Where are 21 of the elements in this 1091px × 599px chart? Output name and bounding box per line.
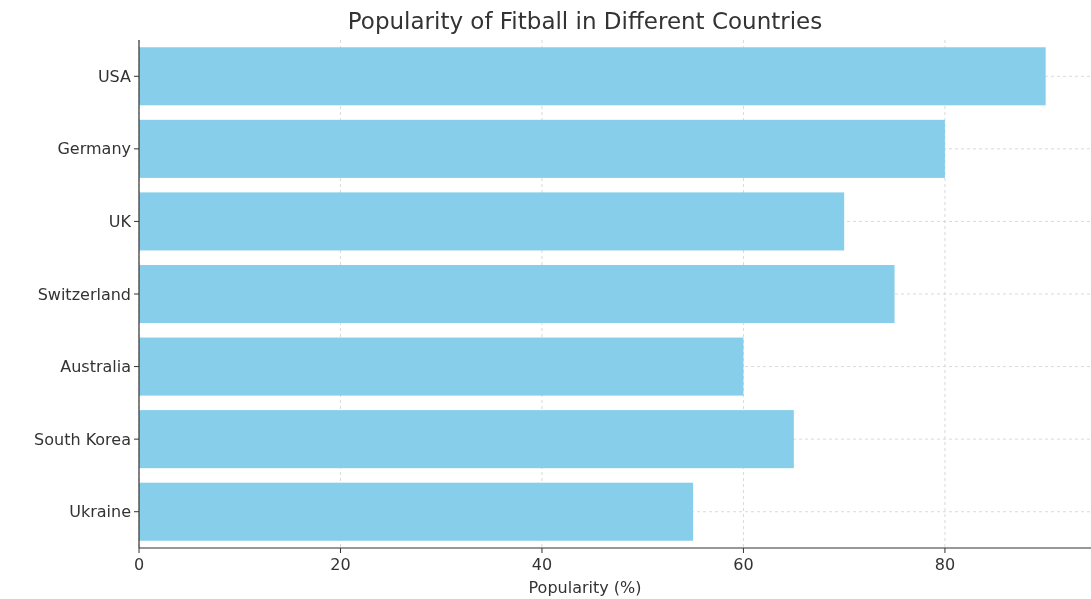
x-tick-label: 60 [733,555,754,574]
chart-title: Popularity of Fitball in Different Countries [347,8,823,34]
y-tick-label: Germany [57,139,131,159]
x-axis-title: Popularity (%) [528,578,642,597]
x-tick-label: 20 [330,555,351,574]
y-tick-label: Switzerland [37,284,131,304]
bar [139,47,1046,106]
y-tick-label: UK [108,212,132,232]
y-tick-label: South Korea [34,429,131,449]
y-tick-label: Ukraine [69,502,131,522]
bar [139,192,845,251]
bar [139,119,945,178]
y-tick-label: Australia [60,357,131,377]
x-tick-label: 0 [133,555,145,574]
x-tick-label: 40 [531,555,553,574]
bar [139,264,895,324]
bar [139,410,794,469]
y-tick-label: USA [97,66,132,86]
x-tick-label: 80 [934,555,956,574]
bar [139,482,694,541]
bar [139,337,744,396]
